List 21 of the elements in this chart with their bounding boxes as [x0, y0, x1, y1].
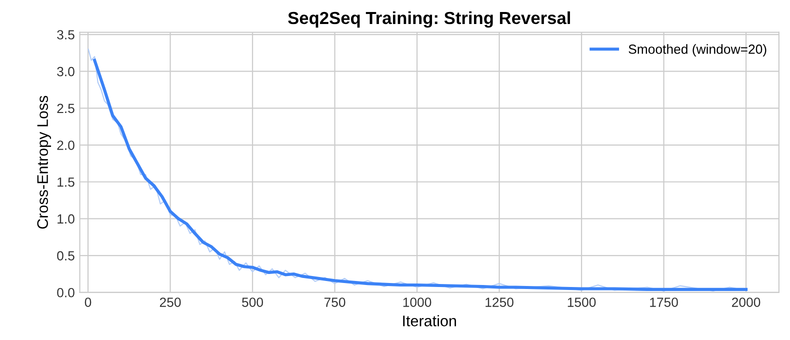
y-tick-label: 2.5	[57, 104, 74, 114]
chart-title: Seq2Seq Training: String Reversal	[288, 11, 570, 28]
x-tick-label: 750	[324, 298, 346, 307]
y-tick-label: 1.5	[58, 178, 74, 187]
x-axis-title: Iteration	[403, 315, 456, 326]
y-axis-title: Cross-Entropy Loss	[37, 96, 52, 229]
legend-label: Smoothed (window=20)	[628, 44, 766, 56]
x-tick-label: 1250	[486, 298, 514, 307]
y-tick-label: 3.0	[57, 66, 74, 76]
x-tick-label: 2000	[732, 298, 760, 307]
x-tick-label: 1000	[403, 298, 432, 307]
y-tick-label: 3.5	[57, 30, 74, 40]
y-tick-label: 2.0	[57, 140, 74, 150]
y-tick-label: 0.5	[57, 251, 74, 260]
x-tick-label: 1500	[568, 298, 596, 307]
x-tick-label: 1750	[650, 298, 678, 307]
x-tick-label: 0	[84, 298, 92, 307]
y-tick-label: 1.0	[58, 214, 74, 224]
x-tick-label: 250	[160, 298, 181, 307]
y-tick-label: 0.0	[57, 288, 74, 298]
x-tick-label: 500	[242, 298, 264, 307]
